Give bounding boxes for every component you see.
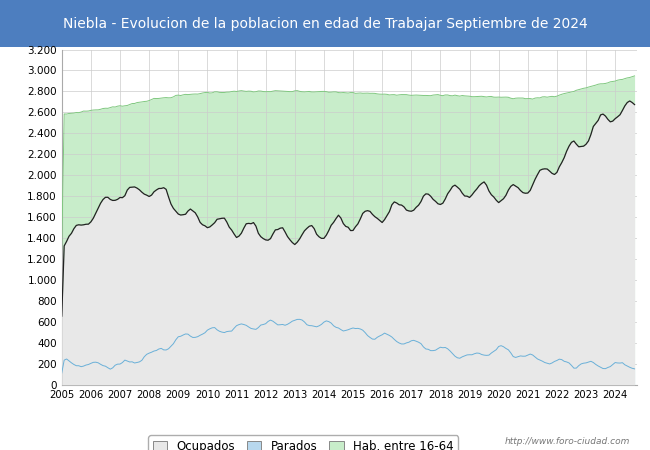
Text: http://www.foro-ciudad.com: http://www.foro-ciudad.com	[505, 436, 630, 446]
Text: Niebla - Evolucion de la poblacion en edad de Trabajar Septiembre de 2024: Niebla - Evolucion de la poblacion en ed…	[62, 17, 588, 31]
Legend: Ocupados, Parados, Hab. entre 16-64: Ocupados, Parados, Hab. entre 16-64	[148, 435, 458, 450]
